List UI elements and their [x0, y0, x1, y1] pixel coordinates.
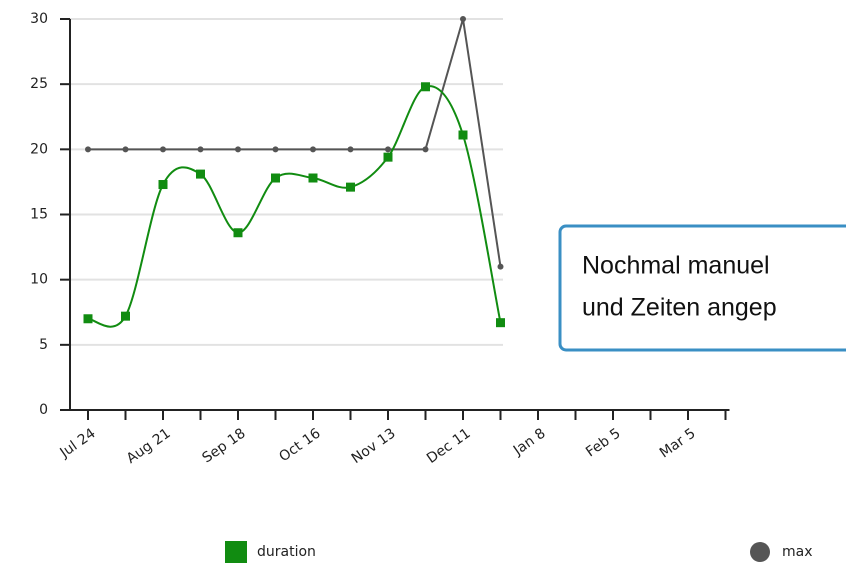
point-marker [308, 173, 318, 183]
point-marker [83, 314, 93, 324]
point-marker [383, 152, 393, 162]
point-marker [460, 16, 466, 22]
point-marker [196, 169, 205, 179]
point-marker [233, 228, 243, 238]
point-marker [385, 146, 391, 153]
point-marker [272, 146, 279, 153]
series-line [87, 85, 502, 328]
point-marker [497, 263, 504, 270]
point-marker [197, 146, 204, 153]
point-marker [158, 180, 168, 190]
series-line [88, 18, 502, 267]
annotation-line: Nochmal manuel [582, 252, 770, 280]
point-marker [235, 146, 241, 153]
point-marker [271, 173, 280, 183]
point-marker [85, 146, 91, 153]
point-marker [122, 146, 129, 153]
legend-label: duration [257, 544, 316, 560]
legend-label: max [782, 544, 813, 560]
point-marker [310, 146, 316, 153]
y-tick-label: 5 [39, 337, 48, 353]
y-tick-label: 0 [39, 402, 48, 418]
point-marker [422, 146, 429, 153]
y-tick-label: 15 [30, 207, 48, 223]
point-marker [346, 182, 355, 192]
y-tick-label: 10 [30, 272, 48, 288]
point-marker [160, 146, 166, 153]
y-tick-label: 25 [30, 76, 48, 92]
legend-marker [225, 541, 247, 563]
annotation-box [558, 224, 846, 352]
point-marker [421, 82, 430, 92]
annotation-line: und Zeiten angep [582, 294, 777, 322]
y-tick-label: 30 [30, 11, 48, 27]
point-marker [121, 311, 130, 321]
legend-marker [750, 542, 770, 562]
point-marker [458, 130, 468, 140]
point-marker [347, 146, 354, 153]
y-tick-label: 20 [30, 141, 48, 157]
point-marker [496, 318, 505, 328]
